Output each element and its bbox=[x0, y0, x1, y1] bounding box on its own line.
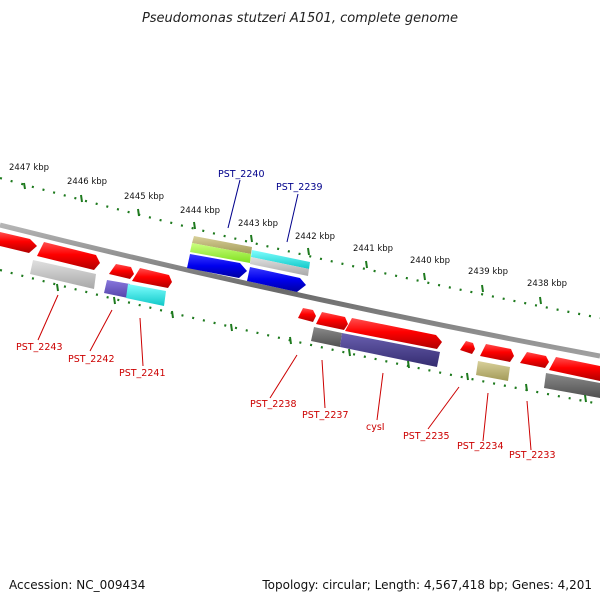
forward-gene-labels: PST_2240 PST_2239 bbox=[218, 169, 323, 193]
cds-block-cyan-top bbox=[251, 250, 310, 269]
cds-block-lime bbox=[190, 243, 251, 263]
accession-info: Accession: NC_009434 bbox=[9, 578, 146, 592]
scale-label-2439: 2439 kbp bbox=[468, 267, 508, 277]
cds-block-olive-2234 bbox=[476, 361, 510, 381]
scale-label-2441: 2441 kbp bbox=[353, 244, 393, 254]
scale-label-2438: 2438 kbp bbox=[527, 279, 567, 289]
cds-block-gray-2243 bbox=[30, 260, 96, 289]
gene-arrow-pst-2243[interactable] bbox=[37, 242, 100, 270]
cds-block-cyan-2241 bbox=[126, 284, 166, 306]
scale-label-2440: 2440 kbp bbox=[410, 256, 450, 266]
scale-label-2445: 2445 kbp bbox=[124, 192, 164, 202]
cds-block-gray-top bbox=[250, 257, 309, 276]
gene-arrow-pst-2233-b[interactable] bbox=[549, 357, 600, 381]
gene-arrow-pst-2242[interactable] bbox=[109, 264, 134, 279]
scale-labels: 2447 kbp 2446 kbp 2445 kbp 2444 kbp 2443… bbox=[9, 163, 567, 289]
gene-arrow-pst-2240[interactable] bbox=[187, 254, 247, 278]
gene-arrow-pst-2233-a[interactable] bbox=[520, 352, 549, 368]
gene-label-pst-2243[interactable]: PST_2243 bbox=[16, 342, 63, 353]
gene-label-pst-2237[interactable]: PST_2237 bbox=[302, 410, 349, 421]
gene-arrow-pst-2241[interactable] bbox=[132, 268, 172, 288]
genome-backbone bbox=[0, 222, 600, 359]
gene-arrow-pst-2244[interactable] bbox=[0, 232, 37, 253]
gene-label-pst-2234[interactable]: PST_2234 bbox=[457, 441, 504, 452]
cds-block-dark-2237 bbox=[311, 327, 342, 347]
scale-label-2443: 2443 kbp bbox=[238, 219, 278, 229]
gene-label-pst-2239[interactable]: PST_2239 bbox=[276, 182, 323, 193]
gene-label-pst-2241[interactable]: PST_2241 bbox=[119, 368, 166, 379]
gene-arrow-pst-2239[interactable] bbox=[247, 267, 306, 292]
scale-label-2442: 2442 kbp bbox=[295, 232, 335, 242]
cds-block-slate-2242 bbox=[104, 280, 130, 298]
lower-scale-major-ticks bbox=[56, 283, 587, 403]
scale-label-2447: 2447 kbp bbox=[9, 163, 49, 173]
gene-label-pst-2233[interactable]: PST_2233 bbox=[509, 450, 556, 461]
gene-arrow-pst-2237[interactable] bbox=[316, 312, 348, 330]
genome-title: Pseudomonas stutzeri A1501, complete gen… bbox=[142, 11, 458, 26]
reverse-cds-features bbox=[30, 260, 600, 398]
gene-label-pst-2242[interactable]: PST_2242 bbox=[68, 354, 115, 365]
cds-block-olive bbox=[192, 236, 252, 254]
forward-strand-genes[interactable] bbox=[187, 254, 306, 292]
forward-cds-features bbox=[190, 236, 310, 276]
cds-block-navy-cysi bbox=[340, 333, 440, 367]
scale-label-2446: 2446 kbp bbox=[67, 177, 107, 187]
gene-arrow-pst-2234[interactable] bbox=[480, 344, 514, 362]
gene-arrow-pst-2235[interactable] bbox=[460, 341, 475, 354]
gene-label-cysi[interactable]: cysI bbox=[366, 422, 385, 433]
gene-arrow-pst-2238[interactable] bbox=[298, 308, 316, 322]
reverse-leader-lines bbox=[37, 294, 532, 451]
reverse-gene-labels: PST_2243 PST_2242 PST_2241 PST_2238 PST_… bbox=[16, 342, 556, 461]
gene-arrow-cysi[interactable] bbox=[345, 318, 442, 349]
upper-scale-major-ticks bbox=[23, 182, 542, 305]
lower-scale-ruler bbox=[0, 268, 600, 406]
scale-label-2444: 2444 kbp bbox=[180, 206, 220, 216]
gene-label-pst-2238[interactable]: PST_2238 bbox=[250, 399, 297, 410]
gene-label-pst-2240[interactable]: PST_2240 bbox=[218, 169, 265, 180]
forward-leader-lines bbox=[227, 179, 299, 243]
gene-label-pst-2235[interactable]: PST_2235 bbox=[403, 431, 450, 442]
cds-block-dark-2233 bbox=[544, 373, 600, 398]
reverse-strand-genes[interactable] bbox=[0, 232, 600, 381]
topology-info: Topology: circular; Length: 4,567,418 bp… bbox=[262, 578, 592, 592]
upper-scale-ruler bbox=[0, 176, 600, 320]
